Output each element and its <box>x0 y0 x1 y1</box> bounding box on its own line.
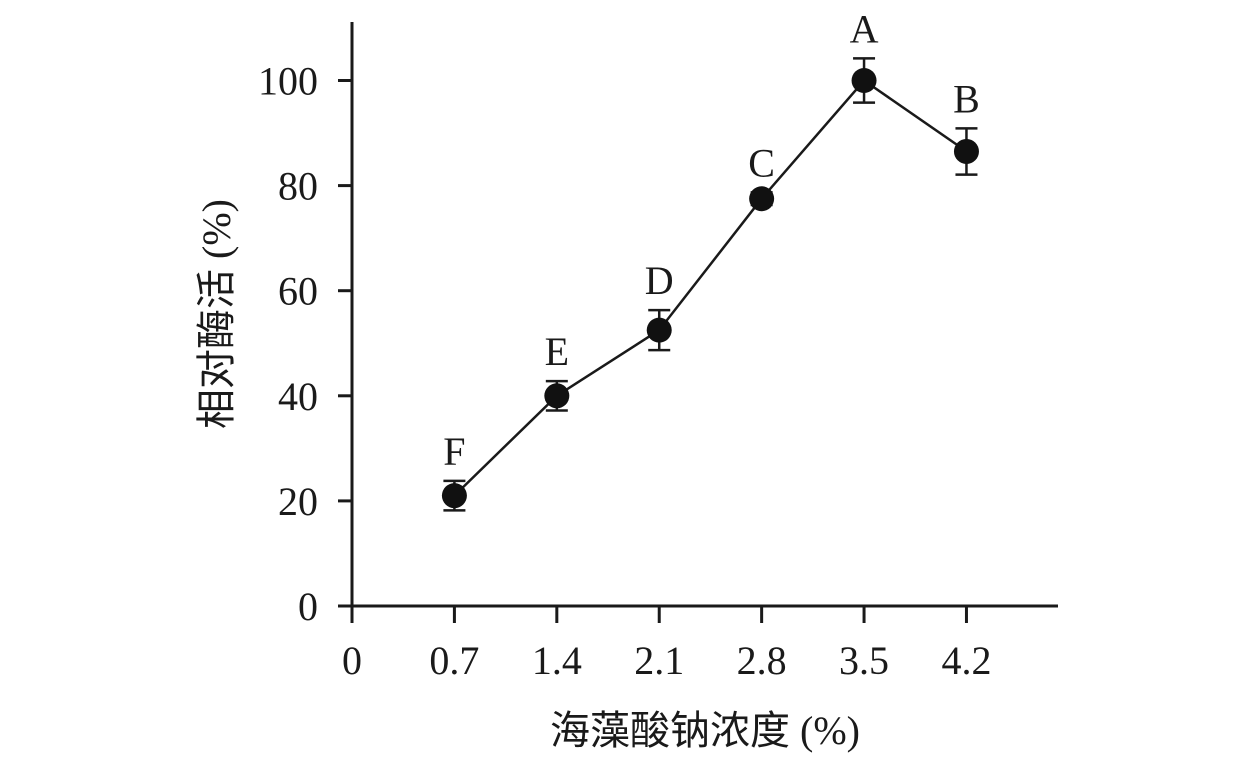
x-tick-label: 2.8 <box>737 638 787 683</box>
data-point <box>953 138 979 164</box>
y-ticks: 0 20 40 60 80 100 <box>258 59 352 629</box>
series-layer <box>453 78 968 497</box>
point-significance-label: E <box>545 329 569 374</box>
y-axis-title: 相对酶活 (%) <box>194 199 239 429</box>
y-tick-label: 60 <box>278 269 318 314</box>
point-significance-label: B <box>953 76 980 121</box>
data-point <box>544 383 570 409</box>
x-axis-title: 海藻酸钠浓度 (%) <box>550 708 860 753</box>
y-tick-label: 20 <box>278 479 318 524</box>
data-point <box>749 186 775 212</box>
data-point <box>646 317 672 343</box>
data-point <box>851 68 877 93</box>
point-significance-label: D <box>645 258 674 303</box>
x-tick-label: 0 <box>342 638 362 683</box>
data-point <box>441 483 467 509</box>
axes <box>350 22 1058 608</box>
x-tick-label: 2.1 <box>634 638 684 683</box>
x-ticks: 0 0.7 1.4 2.1 2.8 3.5 4.2 <box>342 606 991 683</box>
x-tick-label: 4.2 <box>941 638 991 683</box>
x-tick-label: 3.5 <box>839 638 889 683</box>
x-tick-label: 0.7 <box>429 638 479 683</box>
points-layer: F E D C A B <box>441 6 980 512</box>
series-line <box>453 78 968 497</box>
point-significance-label: F <box>443 429 465 474</box>
point-significance-label: A <box>850 6 879 51</box>
y-tick-label: 40 <box>278 374 318 419</box>
y-tick-label: 0 <box>298 584 318 629</box>
y-tick-label: 80 <box>278 164 318 209</box>
y-tick-label: 100 <box>258 59 318 104</box>
point-significance-label: C <box>748 140 775 185</box>
x-tick-label: 1.4 <box>532 638 582 683</box>
